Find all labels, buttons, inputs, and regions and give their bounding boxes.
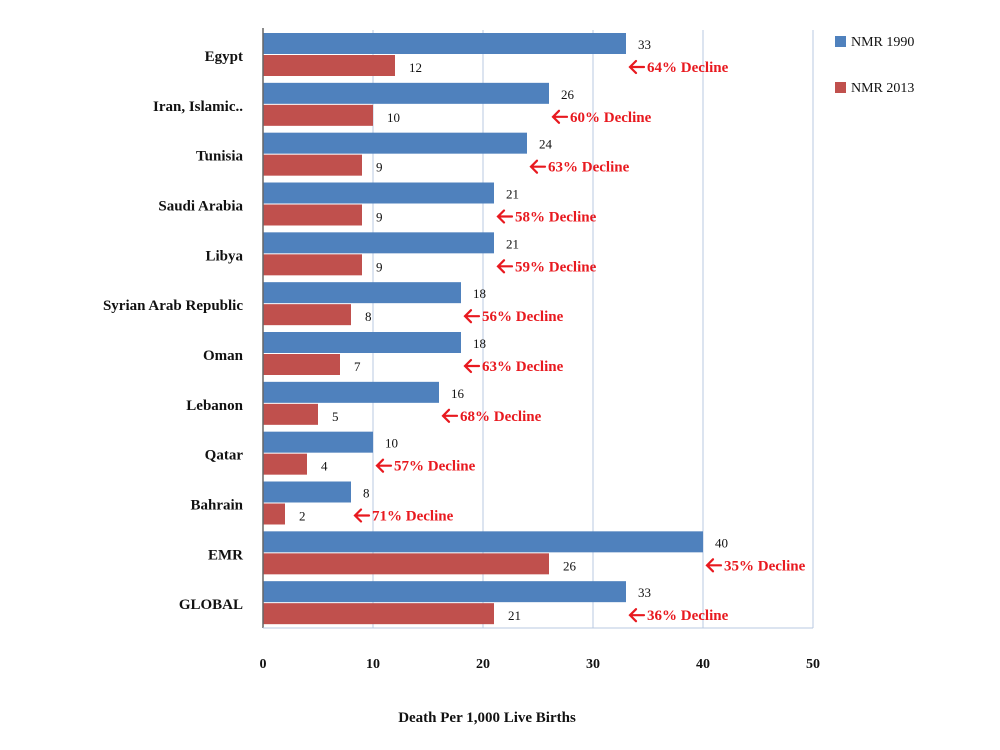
bar-nmr-1990 bbox=[263, 282, 461, 304]
category-label: Tunisia bbox=[196, 149, 243, 165]
bar-nmr-2013 bbox=[263, 204, 362, 226]
decline-annotation: 68% Decline bbox=[460, 409, 542, 425]
bar-nmr-1990 bbox=[263, 182, 494, 204]
category-label: GLOBAL bbox=[179, 597, 243, 613]
bar-nmr-1990 bbox=[263, 531, 703, 553]
data-label-1990: 40 bbox=[715, 535, 728, 550]
bar-nmr-1990 bbox=[263, 82, 549, 104]
left-arrow-icon bbox=[705, 558, 723, 573]
data-label-1990: 18 bbox=[473, 286, 486, 301]
data-label-2013: 12 bbox=[409, 60, 422, 75]
category-label: Syrian Arab Republic bbox=[103, 298, 243, 314]
data-label-2013: 7 bbox=[354, 359, 361, 374]
bar-nmr-2013 bbox=[263, 104, 373, 126]
left-arrow-icon bbox=[375, 458, 393, 473]
decline-annotation: 58% Decline bbox=[515, 210, 597, 226]
bar-nmr-1990 bbox=[263, 332, 461, 353]
data-label-1990: 10 bbox=[385, 436, 398, 451]
data-label-2013: 4 bbox=[321, 459, 328, 474]
legend-label-1990: NMR 1990 bbox=[851, 35, 914, 50]
decline-annotation: 57% Decline bbox=[394, 459, 476, 475]
data-label-2013: 5 bbox=[332, 409, 339, 424]
category-label: Iran, Islamic.. bbox=[153, 99, 243, 115]
bar-nmr-1990 bbox=[263, 33, 626, 54]
left-arrow-icon bbox=[628, 59, 646, 75]
x-axis-title: Death Per 1,000 Live Births bbox=[398, 710, 576, 726]
bar-nmr-2013 bbox=[263, 603, 494, 625]
data-label-2013: 10 bbox=[387, 110, 400, 125]
category-label: Egypt bbox=[205, 49, 243, 65]
data-label-1990: 33 bbox=[638, 585, 651, 600]
data-label-1990: 18 bbox=[473, 336, 486, 351]
left-arrow-icon bbox=[529, 159, 547, 174]
x-tick-label: 30 bbox=[586, 657, 600, 672]
bar-nmr-1990 bbox=[263, 132, 527, 154]
category-label: Bahrain bbox=[190, 498, 243, 514]
left-arrow-icon bbox=[441, 408, 459, 423]
left-arrow-icon bbox=[628, 608, 646, 623]
bar-nmr-2013 bbox=[263, 304, 351, 326]
bar-nmr-1990 bbox=[263, 481, 351, 503]
data-label-2013: 9 bbox=[376, 210, 383, 225]
decline-annotation: 56% Decline bbox=[482, 309, 564, 325]
category-label: EMR bbox=[208, 547, 243, 563]
category-label: Saudi Arabia bbox=[158, 199, 243, 215]
bar-nmr-1990 bbox=[263, 232, 494, 254]
left-arrow-icon bbox=[353, 508, 371, 523]
bar-nmr-2013 bbox=[263, 154, 362, 176]
x-tick-label: 20 bbox=[476, 657, 490, 672]
left-arrow-icon bbox=[551, 109, 569, 124]
legend-swatch-2013 bbox=[835, 82, 846, 93]
bar-nmr-2013 bbox=[263, 354, 340, 375]
data-label-1990: 26 bbox=[561, 87, 575, 102]
x-tick-label: 40 bbox=[696, 657, 710, 672]
data-label-1990: 24 bbox=[539, 137, 553, 152]
data-label-1990: 21 bbox=[506, 187, 519, 202]
decline-annotation: 64% Decline bbox=[647, 60, 729, 76]
left-arrow-icon bbox=[496, 209, 514, 224]
data-label-2013: 9 bbox=[376, 160, 383, 175]
data-label-2013: 8 bbox=[365, 309, 372, 324]
legend-swatch-1990 bbox=[835, 36, 846, 47]
bar-nmr-1990 bbox=[263, 431, 373, 453]
decline-annotation: 63% Decline bbox=[548, 160, 630, 176]
bar-nmr-1990 bbox=[263, 381, 439, 403]
decline-annotation: 59% Decline bbox=[515, 259, 597, 275]
decline-annotation: 60% Decline bbox=[570, 110, 652, 126]
x-tick-label: 10 bbox=[366, 657, 380, 672]
left-arrow-icon bbox=[496, 259, 514, 274]
data-label-2013: 9 bbox=[376, 259, 383, 274]
data-label-2013: 2 bbox=[299, 509, 306, 524]
data-label-1990: 8 bbox=[363, 486, 370, 501]
category-label: Oman bbox=[203, 348, 244, 364]
category-label: Lebanon bbox=[186, 398, 243, 414]
legend-label-2013: NMR 2013 bbox=[851, 81, 914, 96]
data-label-2013: 26 bbox=[563, 558, 577, 573]
category-label: Libya bbox=[205, 248, 243, 264]
category-label: Qatar bbox=[205, 448, 244, 464]
left-arrow-icon bbox=[463, 358, 481, 374]
left-arrow-icon bbox=[463, 309, 481, 324]
data-label-1990: 16 bbox=[451, 386, 465, 401]
bar-nmr-2013 bbox=[263, 553, 549, 575]
decline-annotation: 36% Decline bbox=[647, 608, 729, 624]
bar-nmr-2013 bbox=[263, 453, 307, 475]
x-tick-label: 50 bbox=[806, 657, 820, 672]
data-label-2013: 21 bbox=[508, 608, 521, 623]
data-label-1990: 21 bbox=[506, 236, 519, 251]
bar-nmr-2013 bbox=[263, 254, 362, 276]
bar-nmr-2013 bbox=[263, 403, 318, 425]
decline-annotation: 63% Decline bbox=[482, 359, 564, 375]
x-tick-label: 0 bbox=[260, 657, 267, 672]
decline-annotation: 71% Decline bbox=[372, 509, 454, 525]
decline-annotation: 35% Decline bbox=[724, 558, 806, 574]
data-label-1990: 33 bbox=[638, 37, 651, 52]
bar-nmr-2013 bbox=[263, 503, 285, 525]
bar-nmr-2013 bbox=[263, 55, 395, 76]
bar-nmr-1990 bbox=[263, 581, 626, 603]
